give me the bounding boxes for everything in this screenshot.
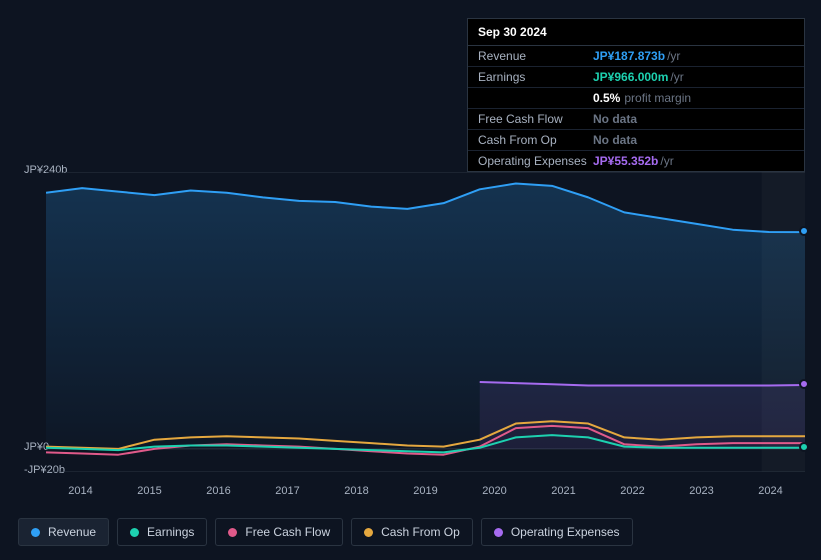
- legend-dot-icon: [31, 528, 40, 537]
- legend-dot-icon: [494, 528, 503, 537]
- x-axis-label: 2022: [598, 485, 667, 501]
- legend-dot-icon: [364, 528, 373, 537]
- x-axis-label: 2020: [460, 485, 529, 501]
- tooltip-metric-label: Revenue: [478, 49, 593, 63]
- legend-label: Cash From Op: [381, 525, 460, 539]
- legend-dot-icon: [228, 528, 237, 537]
- series-end-marker: [799, 442, 809, 452]
- x-axis-label: 2016: [184, 485, 253, 501]
- chart-plot: [46, 172, 805, 472]
- tooltip-row: 0.5%profit margin: [468, 88, 804, 109]
- legend-dot-icon: [130, 528, 139, 537]
- tooltip-row: RevenueJP¥187.873b/yr: [468, 46, 804, 67]
- series-end-marker: [799, 379, 809, 389]
- tooltip-metric-value: No data: [593, 112, 637, 126]
- tooltip-row: EarningsJP¥966.000m/yr: [468, 67, 804, 88]
- x-axis-label: 2023: [667, 485, 736, 501]
- tooltip-row: Cash From OpNo data: [468, 130, 804, 151]
- legend-label: Earnings: [147, 525, 194, 539]
- tooltip-metric-value: JP¥187.873b/yr: [593, 49, 680, 63]
- series-end-marker: [799, 226, 809, 236]
- tooltip-row: Free Cash FlowNo data: [468, 109, 804, 130]
- tooltip-metric-label: Free Cash Flow: [478, 112, 593, 126]
- data-tooltip: Sep 30 2024 RevenueJP¥187.873b/yrEarning…: [467, 18, 805, 172]
- legend-item-free-cash-flow[interactable]: Free Cash Flow: [215, 518, 343, 546]
- tooltip-date: Sep 30 2024: [468, 19, 804, 46]
- legend-label: Revenue: [48, 525, 96, 539]
- tooltip-metric-label: Cash From Op: [478, 133, 593, 147]
- tooltip-metric-value: No data: [593, 133, 637, 147]
- tooltip-metric-label: Earnings: [478, 70, 593, 84]
- x-axis-label: 2017: [253, 485, 322, 501]
- legend-label: Operating Expenses: [511, 525, 620, 539]
- chart-area: JP¥240bJP¥0-JP¥20b: [16, 160, 805, 480]
- x-axis-label: 2021: [529, 485, 598, 501]
- x-axis-label: 2015: [115, 485, 184, 501]
- tooltip-metric-value: JP¥966.000m/yr: [593, 70, 684, 84]
- x-axis-label: 2019: [391, 485, 460, 501]
- legend-item-cash-from-op[interactable]: Cash From Op: [351, 518, 473, 546]
- legend-item-revenue[interactable]: Revenue: [18, 518, 109, 546]
- x-axis: 2014201520162017201820192020202120222023…: [46, 485, 805, 501]
- legend-label: Free Cash Flow: [245, 525, 330, 539]
- legend-item-earnings[interactable]: Earnings: [117, 518, 207, 546]
- x-axis-label: 2014: [46, 485, 115, 501]
- tooltip-metric-label: [478, 91, 593, 105]
- tooltip-metric-value: 0.5%profit margin: [593, 91, 691, 105]
- legend-item-operating-expenses[interactable]: Operating Expenses: [481, 518, 633, 546]
- x-axis-label: 2024: [736, 485, 805, 501]
- x-axis-label: 2018: [322, 485, 391, 501]
- chart-legend: Revenue Earnings Free Cash Flow Cash From O…: [18, 518, 633, 546]
